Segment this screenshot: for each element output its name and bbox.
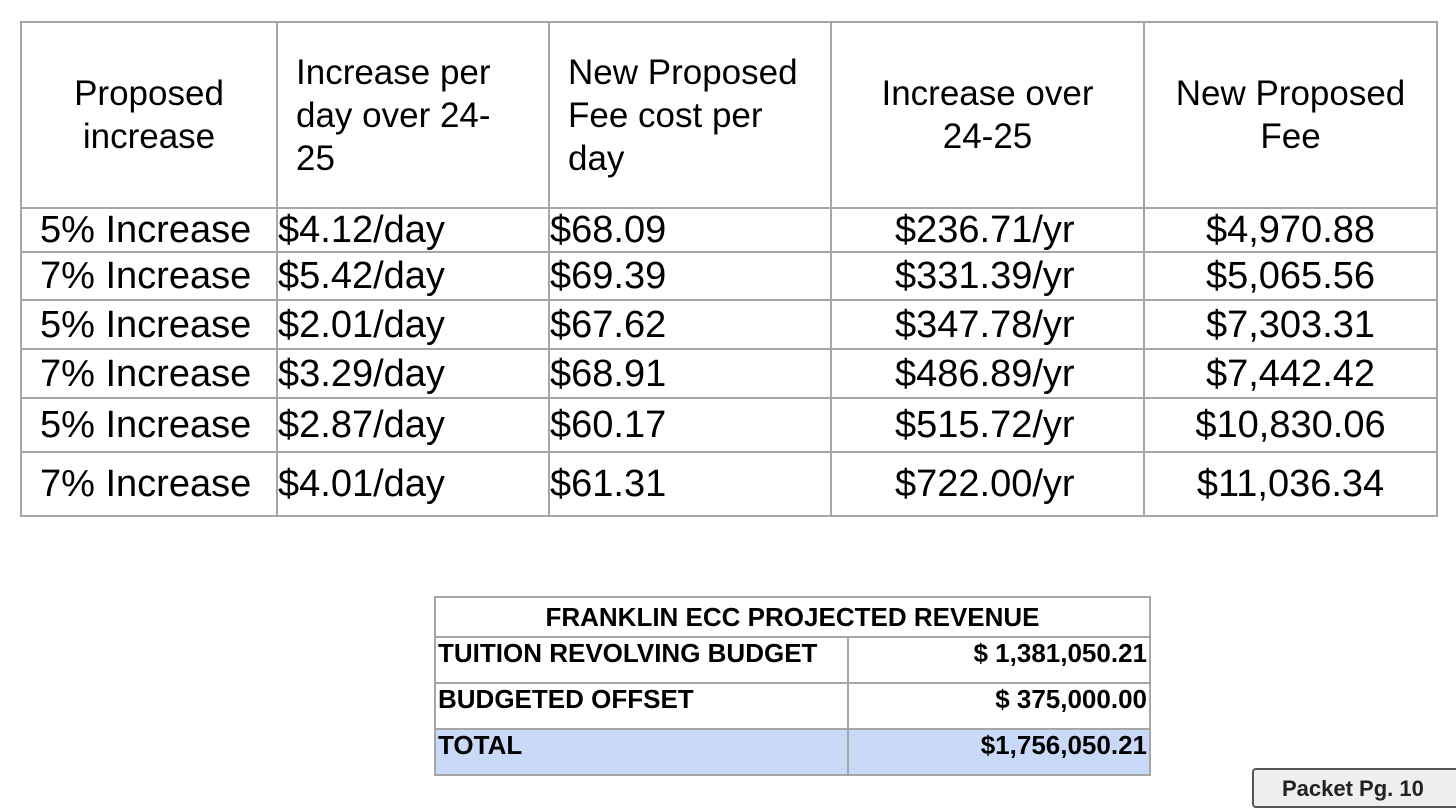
proposed-increase-cell: 5% Increase [20, 207, 278, 253]
fee-cost-per-day-cell: $68.09 [548, 207, 832, 253]
fee-cost-per-day-cell: $69.39 [548, 251, 832, 301]
proposed-increase-cell: 5% Increase [20, 299, 278, 350]
increase-per-day-cell: $3.29/day [276, 348, 550, 399]
proposed-increase-cell: 5% Increase [20, 397, 278, 453]
table-row: 7% Increase $5.42/day $69.39 $331.39/yr … [20, 251, 1438, 301]
revenue-total-amount: $1,756,050.21 [847, 728, 1151, 776]
increase-over-year-cell: $347.78/yr [830, 299, 1145, 350]
new-proposed-fee-cell: $5,065.56 [1143, 251, 1438, 301]
new-proposed-fee-cell: $7,303.31 [1143, 299, 1438, 350]
proposed-increase-cell: 7% Increase [20, 451, 278, 517]
header-proposed-increase: Proposed increase [20, 21, 278, 209]
fee-increase-table: Proposed increase Increase per day over … [20, 21, 1438, 517]
increase-over-year-cell: $515.72/yr [830, 397, 1145, 453]
fee-cost-per-day-cell: $68.91 [548, 348, 832, 399]
increase-over-year-cell: $331.39/yr [830, 251, 1145, 301]
revenue-total-label: TOTAL [434, 728, 849, 776]
revenue-amount: $ 1,381,050.21 [847, 636, 1151, 684]
increase-per-day-cell: $2.01/day [276, 299, 550, 350]
header-new-fee-cost-per-day: New Proposed Fee cost per day [548, 21, 832, 209]
new-proposed-fee-cell: $11,036.34 [1143, 451, 1438, 517]
fee-cost-per-day-cell: $67.62 [548, 299, 832, 350]
increase-per-day-cell: $5.42/day [276, 251, 550, 301]
table-row: 5% Increase $2.87/day $60.17 $515.72/yr … [20, 397, 1438, 453]
revenue-label: BUDGETED OFFSET [434, 682, 849, 730]
new-proposed-fee-cell: $7,442.42 [1143, 348, 1438, 399]
increase-per-day-cell: $2.87/day [276, 397, 550, 453]
packet-page-tab: Packet Pg. 10 [1252, 768, 1456, 808]
header-new-proposed-fee: New Proposed Fee [1143, 21, 1438, 209]
new-proposed-fee-cell: $4,970.88 [1143, 207, 1438, 253]
table-row: 7% Increase $3.29/day $68.91 $486.89/yr … [20, 348, 1438, 399]
header-increase-per-day: Increase per day over 24-25 [276, 21, 550, 209]
packet-page-label: Packet Pg. 10 [1282, 776, 1424, 801]
header-increase-over-24-25: Increase over 24-25 [830, 21, 1145, 209]
proposed-increase-cell: 7% Increase [20, 251, 278, 301]
revenue-title: FRANKLIN ECC PROJECTED REVENUE [434, 596, 1151, 638]
revenue-title-row: FRANKLIN ECC PROJECTED REVENUE [434, 596, 1151, 638]
increase-over-year-cell: $236.71/yr [830, 207, 1145, 253]
revenue-row: TUITION REVOLVING BUDGET $ 1,381,050.21 [434, 636, 1151, 684]
increase-over-year-cell: $486.89/yr [830, 348, 1145, 399]
fee-cost-per-day-cell: $61.31 [548, 451, 832, 517]
revenue-total-row: TOTAL $1,756,050.21 [434, 728, 1151, 776]
fee-table-header-row: Proposed increase Increase per day over … [20, 21, 1438, 209]
revenue-row: BUDGETED OFFSET $ 375,000.00 [434, 682, 1151, 730]
proposed-increase-cell: 7% Increase [20, 348, 278, 399]
fee-cost-per-day-cell: $60.17 [548, 397, 832, 453]
new-proposed-fee-cell: $10,830.06 [1143, 397, 1438, 453]
increase-over-year-cell: $722.00/yr [830, 451, 1145, 517]
projected-revenue-table: FRANKLIN ECC PROJECTED REVENUE TUITION R… [434, 596, 1151, 776]
increase-per-day-cell: $4.01/day [276, 451, 550, 517]
table-row: 7% Increase $4.01/day $61.31 $722.00/yr … [20, 451, 1438, 517]
table-row: 5% Increase $4.12/day $68.09 $236.71/yr … [20, 207, 1438, 253]
increase-per-day-cell: $4.12/day [276, 207, 550, 253]
revenue-amount: $ 375,000.00 [847, 682, 1151, 730]
revenue-label: TUITION REVOLVING BUDGET [434, 636, 849, 684]
table-row: 5% Increase $2.01/day $67.62 $347.78/yr … [20, 299, 1438, 350]
